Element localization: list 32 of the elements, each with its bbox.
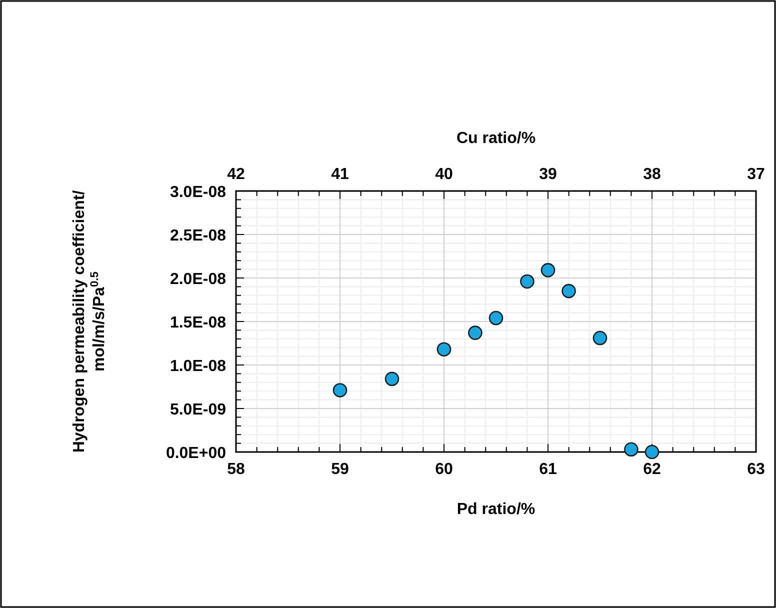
point bbox=[624, 442, 638, 457]
x2-tick-label: 39 bbox=[539, 166, 557, 183]
x2-tick-label: 38 bbox=[643, 166, 661, 183]
x2-tick-label: 42 bbox=[227, 166, 245, 183]
point bbox=[332, 383, 348, 398]
y-tick-label: 0.0E+00 bbox=[166, 445, 226, 462]
y-tick-label: 5.0E-09 bbox=[170, 402, 226, 418]
x-tick-label: 60 bbox=[435, 461, 453, 478]
x2-tick-label: 37 bbox=[747, 166, 765, 183]
point bbox=[562, 284, 576, 298]
y-tick-label: 3.0E-08 bbox=[170, 184, 226, 201]
y-tick-label: 1.0E-08 bbox=[170, 358, 226, 375]
point bbox=[592, 330, 608, 346]
point bbox=[384, 372, 400, 386]
point bbox=[540, 263, 556, 278]
point bbox=[468, 326, 482, 340]
x-tick-label: 59 bbox=[331, 461, 349, 478]
point bbox=[520, 274, 534, 289]
x-tick-label: 62 bbox=[643, 461, 661, 478]
x-tick-label: 58 bbox=[227, 461, 245, 478]
y-tick-label: 1.5E-08 bbox=[170, 314, 226, 332]
x-axis-title: Pd ratio/% bbox=[456, 501, 536, 518]
x2-tick-label: 41 bbox=[331, 166, 349, 183]
point bbox=[644, 444, 660, 460]
y-tick-label: 2.5E-08 bbox=[170, 228, 226, 244]
x2-tick-label: 40 bbox=[435, 166, 453, 183]
x2-axis-title: Cu ratio/% bbox=[456, 130, 536, 147]
x-tick-label: 63 bbox=[747, 461, 765, 478]
y-tick-label: 2.0E-08 bbox=[170, 271, 226, 288]
point bbox=[488, 310, 504, 326]
point bbox=[436, 342, 452, 356]
x-tick-label: 61 bbox=[539, 461, 557, 478]
